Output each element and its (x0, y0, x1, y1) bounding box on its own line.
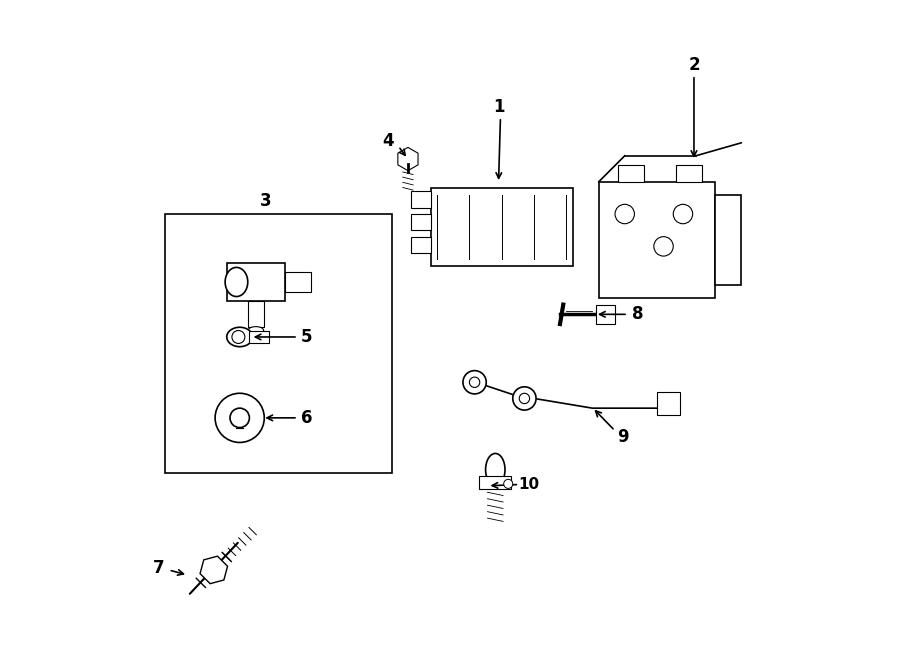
Ellipse shape (486, 453, 505, 486)
Circle shape (230, 408, 249, 428)
Text: 5: 5 (301, 328, 312, 346)
Bar (596, 305, 615, 324)
Bar (479, 476, 511, 489)
Circle shape (504, 479, 513, 488)
Ellipse shape (225, 268, 248, 297)
Bar (598, 182, 716, 298)
Circle shape (653, 237, 673, 256)
Circle shape (463, 371, 486, 394)
Circle shape (513, 387, 536, 410)
Text: 9: 9 (617, 428, 629, 446)
Bar (430, 188, 573, 266)
Bar (285, 272, 310, 292)
Bar (618, 165, 644, 182)
Bar (248, 301, 264, 327)
Bar (166, 214, 392, 473)
Bar (227, 262, 285, 301)
Bar (411, 237, 430, 253)
Circle shape (470, 377, 480, 387)
Text: 4: 4 (382, 132, 394, 150)
Circle shape (232, 330, 245, 344)
Circle shape (615, 204, 634, 223)
Text: 1: 1 (493, 98, 504, 116)
Bar (657, 392, 680, 414)
Bar (716, 194, 742, 285)
Text: 2: 2 (688, 56, 700, 74)
Circle shape (519, 393, 529, 404)
Ellipse shape (227, 327, 253, 346)
Ellipse shape (248, 327, 264, 334)
Circle shape (673, 204, 693, 223)
Text: 3: 3 (260, 192, 272, 210)
Bar (249, 330, 269, 344)
Circle shape (215, 393, 265, 442)
Text: 7: 7 (153, 559, 165, 577)
Bar (677, 165, 702, 182)
Bar (411, 214, 430, 230)
Text: 8: 8 (632, 305, 644, 323)
Text: 10: 10 (518, 477, 539, 492)
Bar (411, 192, 430, 208)
Text: 6: 6 (301, 409, 312, 427)
